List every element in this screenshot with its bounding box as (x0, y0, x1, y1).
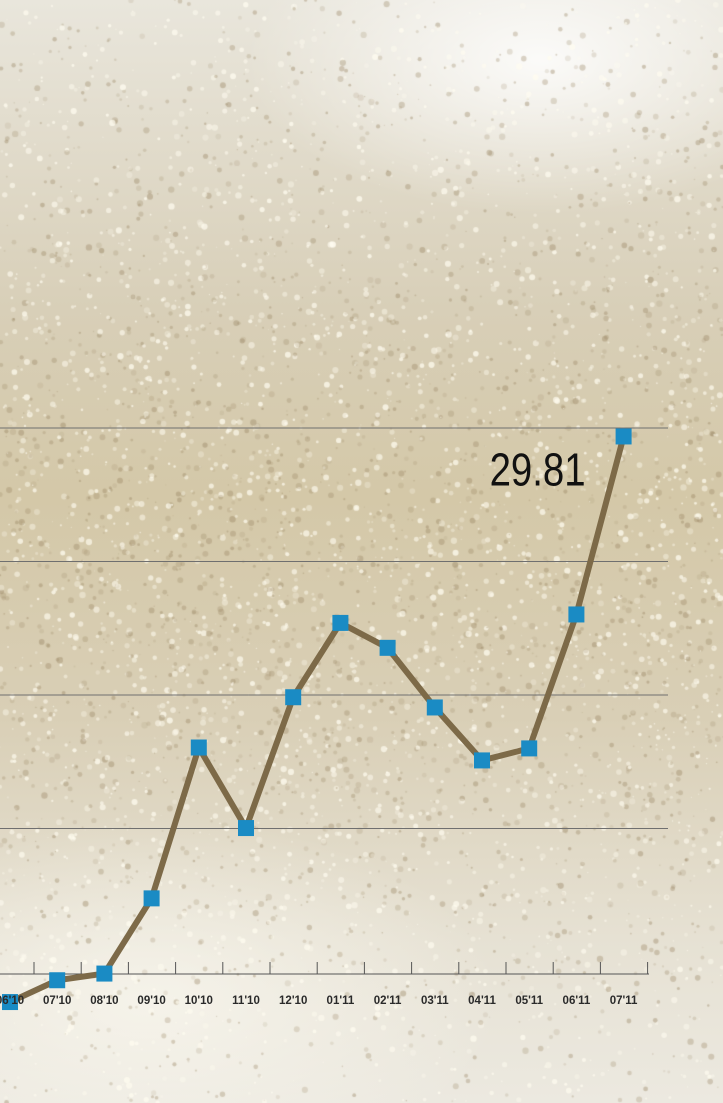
x-tick-label: 07'10 (43, 995, 71, 1007)
x-tick-label: 09'10 (137, 995, 165, 1007)
x-tick-label: 10'10 (185, 995, 213, 1007)
data-point (615, 428, 632, 445)
x-tick-label: 12'10 (279, 995, 307, 1007)
series-line (7, 433, 627, 1006)
data-point (238, 820, 254, 837)
data-point (379, 639, 396, 656)
x-tick-label: 11'10 (232, 995, 260, 1007)
series-line-layer (7, 433, 627, 1006)
x-tick-label: 01'11 (327, 995, 355, 1007)
value-callout: 29.81 (490, 443, 586, 495)
data-point (521, 740, 538, 757)
x-tick-label: 03'11 (421, 995, 449, 1007)
data-point (474, 752, 490, 769)
data-point (190, 739, 207, 756)
annotations: 29.81 (490, 443, 586, 495)
x-tick-label: 05'11 (515, 995, 543, 1007)
x-tick-label: 06'11 (563, 995, 591, 1007)
data-point (143, 890, 160, 907)
data-point (332, 614, 349, 631)
data-point (96, 965, 113, 982)
gridlines (0, 427, 668, 829)
x-tick-label: 08'10 (90, 995, 118, 1007)
x-tick-labels: 06'10 07'10 08'10 09'10 10'10 11'10 12'10 01'11… (0, 995, 638, 1007)
x-tick-label: 04'11 (468, 995, 496, 1007)
data-point (426, 699, 443, 716)
x-tick-label: 06'10 (0, 995, 24, 1007)
data-point (285, 689, 302, 706)
data-point (2, 994, 18, 1011)
data-point (568, 606, 585, 623)
x-tick-label: 02'11 (374, 995, 402, 1007)
data-point (49, 972, 66, 989)
x-tick-label: 07'11 (610, 995, 638, 1007)
data-markers (2, 428, 632, 1011)
